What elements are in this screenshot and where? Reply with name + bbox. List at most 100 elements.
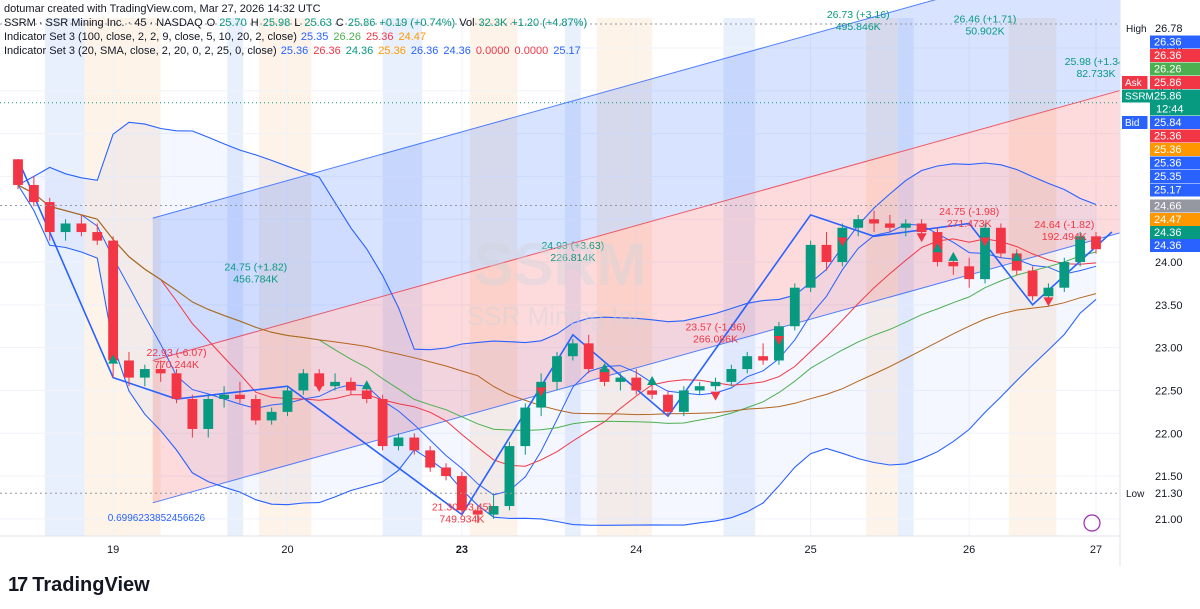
brand-name: TradingView — [32, 574, 150, 596]
buy-signal-marker[interactable] — [932, 243, 943, 253]
candle-body[interactable] — [758, 356, 769, 361]
candle-body[interactable] — [552, 356, 562, 382]
buy-signal-marker[interactable] — [948, 251, 959, 261]
tradingview-brand[interactable]: 17 TradingView — [8, 574, 150, 597]
indicator-2-value-2: 24.36 — [345, 45, 374, 57]
candle-body[interactable] — [298, 373, 309, 391]
candle-body[interactable] — [1091, 236, 1101, 250]
candle-body[interactable] — [155, 369, 166, 374]
sell-signal-marker[interactable] — [837, 237, 848, 247]
candle-body[interactable] — [108, 240, 119, 361]
candle-body[interactable] — [441, 467, 451, 477]
candle-body[interactable] — [742, 356, 753, 370]
indicator-1-value-1: 26.26 — [333, 31, 361, 43]
candle-body[interactable] — [472, 510, 483, 515]
sell-signal-marker[interactable] — [916, 233, 927, 243]
indicator-1-label[interactable]: Indicator Set 3 (100, close, 2, 2, 9, cl… — [4, 31, 297, 43]
candle-body[interactable] — [995, 227, 1006, 254]
candle-body[interactable] — [1011, 253, 1022, 271]
candle-body[interactable] — [504, 446, 515, 507]
candle-body[interactable] — [789, 287, 800, 327]
sell-signal-marker[interactable] — [250, 408, 261, 418]
symbol-info[interactable]: SSRM · SSR Mining Inc. · 45 · NASDAQ — [4, 17, 203, 29]
candle-body[interactable] — [884, 223, 895, 228]
sell-signal-marker[interactable] — [980, 237, 991, 247]
candle-body[interactable] — [678, 390, 689, 412]
buy-signal-marker[interactable] — [108, 354, 119, 364]
session-stripe — [258, 18, 312, 536]
candle-body[interactable] — [900, 223, 911, 228]
candle-body[interactable] — [663, 394, 673, 412]
candle-body[interactable] — [964, 266, 975, 280]
candle-body[interactable] — [631, 377, 642, 391]
candle-body[interactable] — [710, 381, 721, 387]
candle-body[interactable] — [980, 227, 990, 280]
candle-body[interactable] — [393, 437, 404, 447]
candle-body[interactable] — [726, 369, 737, 382]
buy-signal-marker[interactable] — [361, 380, 372, 390]
candle-body[interactable] — [282, 390, 293, 412]
sell-signal-marker[interactable] — [710, 391, 721, 401]
candle-body[interactable] — [266, 411, 277, 421]
candle-body[interactable] — [60, 223, 71, 233]
sell-signal-marker[interactable] — [425, 460, 436, 470]
candle-body[interactable] — [916, 223, 927, 233]
indicator-2-label[interactable]: Indicator Set 3 (20, SMA, close, 2, 20, … — [4, 45, 277, 57]
candle-body[interactable] — [425, 450, 436, 468]
sell-signal-marker[interactable] — [773, 335, 784, 345]
candle-body[interactable] — [235, 394, 245, 400]
candle-body[interactable] — [409, 437, 420, 451]
pivot-annotation-volume: 266.086K — [693, 334, 738, 346]
replay-icon[interactable] — [1083, 514, 1101, 532]
candle-body[interactable] — [13, 159, 23, 185]
ma-line-red — [17, 184, 1097, 467]
indicator-line-2[interactable]: Indicator Set 3 (20, SMA, close, 2, 20, … — [4, 44, 587, 58]
candle-body[interactable] — [869, 219, 879, 224]
sell-signal-marker[interactable] — [171, 383, 182, 393]
candle-body[interactable] — [203, 399, 214, 429]
session-stripe — [44, 18, 85, 536]
price-tick-label: 22.00 — [1155, 428, 1183, 440]
candle-body[interactable] — [520, 407, 531, 447]
buy-signal-marker[interactable] — [647, 376, 658, 386]
candle-body[interactable] — [124, 360, 134, 378]
candle-body[interactable] — [187, 399, 198, 429]
candle-body[interactable] — [377, 399, 388, 447]
buy-signal-marker[interactable] — [298, 371, 309, 381]
indicator-line-1[interactable]: Indicator Set 3 (100, close, 2, 2, 9, cl… — [4, 30, 587, 44]
candle-body[interactable] — [821, 244, 832, 263]
candle-body[interactable] — [330, 381, 340, 387]
candle-body[interactable] — [615, 377, 626, 382]
candle-body[interactable] — [1043, 287, 1054, 297]
candle-body[interactable] — [92, 232, 103, 241]
candle-body[interactable] — [139, 369, 150, 378]
candle-body[interactable] — [28, 184, 39, 203]
candle-body[interactable] — [805, 244, 816, 288]
sell-signal-marker[interactable] — [314, 383, 325, 393]
candle-body[interactable] — [583, 343, 594, 370]
candle-body[interactable] — [853, 219, 864, 228]
sell-signal-marker[interactable] — [1043, 297, 1054, 307]
buy-signal-marker[interactable] — [789, 307, 800, 317]
candle-body[interactable] — [599, 369, 610, 382]
candle-body[interactable] — [1027, 270, 1038, 297]
candle-body[interactable] — [948, 262, 959, 267]
sell-signal-marker[interactable] — [536, 387, 547, 397]
candle-body[interactable] — [647, 390, 658, 395]
candle-body[interactable] — [314, 373, 325, 387]
buy-signal-marker[interactable] — [1011, 251, 1022, 261]
candle-body[interactable] — [567, 343, 578, 357]
candle-body[interactable] — [694, 386, 705, 391]
price-label-bg — [1150, 116, 1200, 129]
buy-signal-marker[interactable] — [1075, 243, 1086, 253]
candle-body[interactable] — [1059, 262, 1070, 288]
candle-body[interactable] — [488, 506, 499, 515]
candle-body[interactable] — [345, 381, 356, 391]
candle-body[interactable] — [76, 223, 87, 233]
session-stripe — [723, 18, 756, 536]
candle-body[interactable] — [361, 390, 372, 400]
candle-body[interactable] — [44, 202, 55, 233]
buy-signal-marker[interactable] — [599, 363, 610, 373]
candle-body[interactable] — [219, 394, 230, 400]
